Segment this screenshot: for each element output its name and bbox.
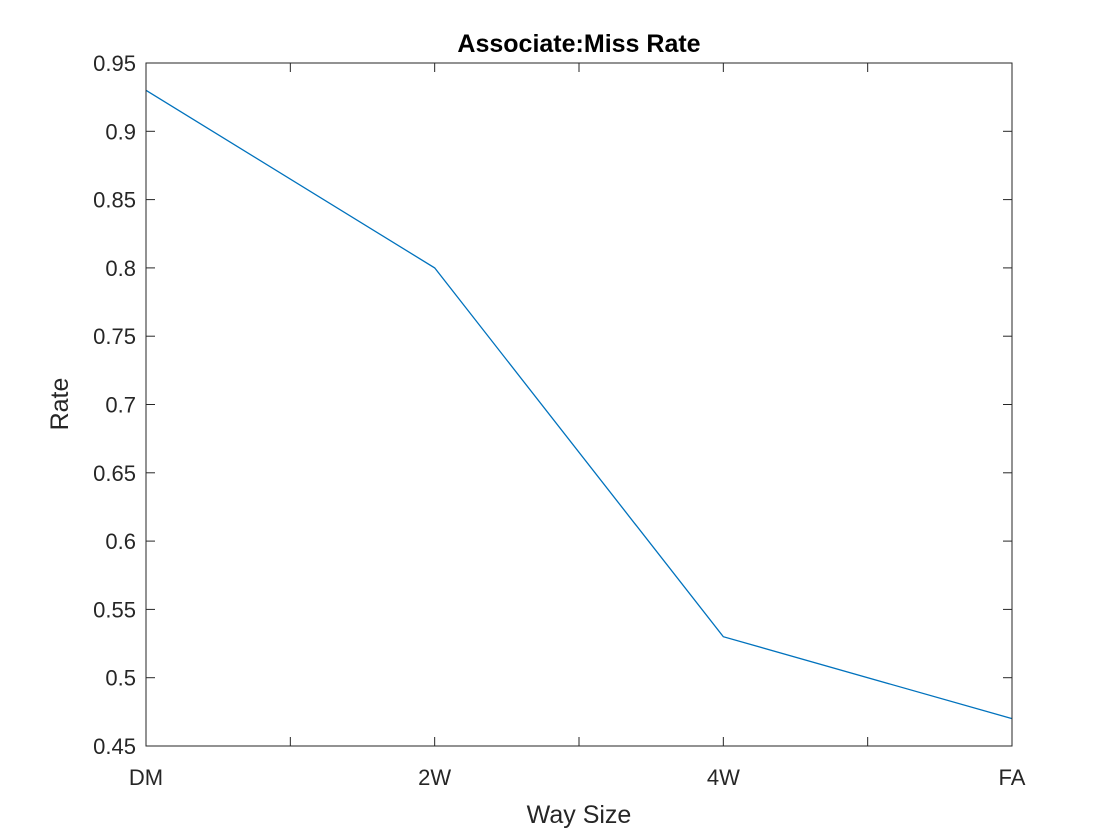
x-tick-label: FA (999, 765, 1026, 790)
y-tick-label: 0.9 (105, 119, 136, 144)
x-tick-label: 2W (418, 765, 451, 790)
x-tick-label: DM (129, 765, 163, 790)
y-axis-tick-labels: 0.45 0.5 0.55 0.6 0.65 0.7 0.75 0.8 0.85 0.9 0.95 (93, 51, 136, 759)
y-tick-label: 0.85 (93, 188, 136, 213)
y-tick-label: 0.8 (105, 256, 136, 281)
y-tick-label: 0.6 (105, 529, 136, 554)
y-tick-label: 0.5 (105, 666, 136, 691)
y-tick-label: 0.75 (93, 324, 136, 349)
x-tick-label: 4W (707, 765, 740, 790)
plot-area-border (145, 62, 1013, 747)
y-tick-label: 0.7 (105, 393, 136, 418)
chart-title: Associate:Miss Rate (457, 30, 700, 58)
x-axis-tick-labels: DM 2W 4W FA (129, 765, 1026, 790)
series-layer (145, 89, 1013, 720)
y-tick-label: 0.65 (93, 461, 136, 486)
series-line-0 (145, 89, 1013, 720)
y-tick-label: 0.55 (93, 597, 136, 622)
y-tick-label: 0.45 (93, 734, 136, 759)
x-axis-title: Way Size (527, 801, 632, 829)
y-axis-title: Rate (46, 378, 74, 431)
y-tick-label: 0.95 (93, 51, 136, 76)
